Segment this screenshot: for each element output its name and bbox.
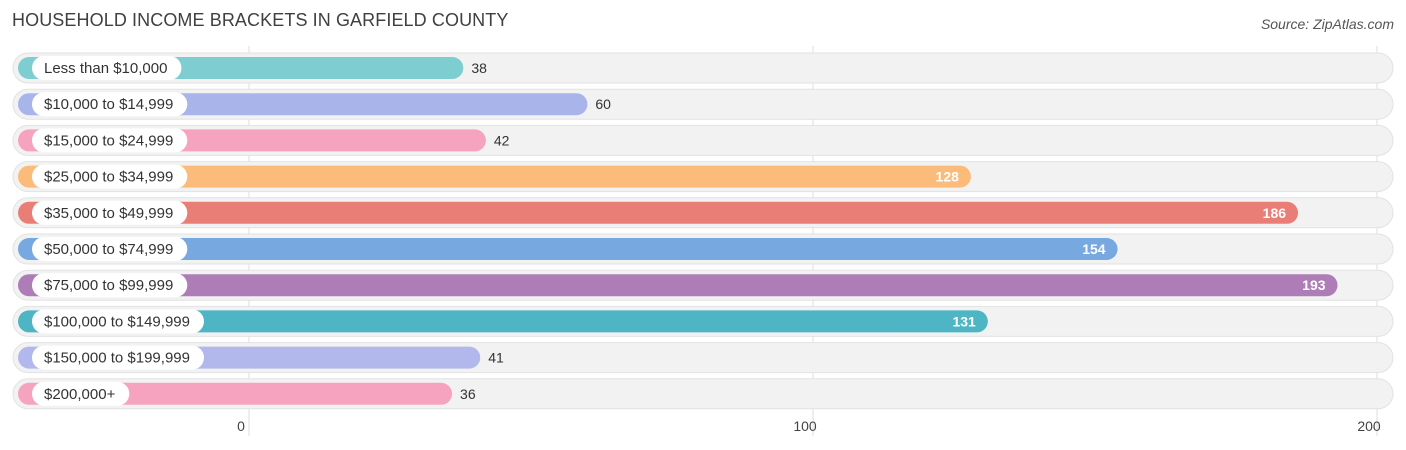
x-tick-label: 100 xyxy=(793,418,817,434)
value-label: 128 xyxy=(936,169,960,185)
value-label: 193 xyxy=(1302,277,1326,293)
bar xyxy=(18,274,1338,297)
bar-row: $100,000 to $149,999 131 xyxy=(12,305,1394,337)
value-label: 42 xyxy=(494,132,510,148)
value-label: 41 xyxy=(488,350,504,366)
value-label: 154 xyxy=(1082,241,1106,257)
bar-row: Less than $10,000 38 xyxy=(12,52,1394,84)
bar-row: $200,000+ 36 xyxy=(12,378,1394,410)
bar-row: $35,000 to $49,999 186 xyxy=(12,197,1394,229)
category-pill xyxy=(32,92,188,117)
chart-title: HOUSEHOLD INCOME BRACKETS IN GARFIELD CO… xyxy=(12,10,509,30)
category-label: Less than $10,000 xyxy=(44,60,167,77)
category-pill xyxy=(32,128,188,153)
x-axis-ticks: 0 100 200 xyxy=(237,418,1381,434)
category-label: $100,000 to $149,999 xyxy=(44,313,190,330)
category-pill xyxy=(32,381,130,406)
value-label: 38 xyxy=(471,60,487,76)
value-label: 131 xyxy=(952,313,976,329)
category-pill xyxy=(32,273,188,298)
category-label: $25,000 to $34,999 xyxy=(44,169,173,186)
bar xyxy=(18,310,988,333)
category-label: $200,000+ xyxy=(44,386,116,403)
category-label: $150,000 to $199,999 xyxy=(44,350,190,367)
bar xyxy=(18,238,1118,260)
bar-row: $15,000 to $24,999 42 xyxy=(12,124,1394,156)
bar-row: $150,000 to $199,999 41 xyxy=(12,342,1394,374)
category-pill xyxy=(32,309,204,334)
bar xyxy=(18,201,1299,224)
bar-row: $25,000 to $34,999 128 xyxy=(12,161,1394,193)
category-pill xyxy=(32,164,188,189)
category-label: $15,000 to $24,999 xyxy=(44,132,173,149)
category-pill xyxy=(32,237,188,261)
category-label: $10,000 to $14,999 xyxy=(44,96,173,113)
category-label: $75,000 to $99,999 xyxy=(44,277,173,294)
bar xyxy=(18,165,971,188)
x-tick-label: 0 xyxy=(237,418,245,434)
category-pill xyxy=(32,200,188,225)
bar-row: $75,000 to $99,999 193 xyxy=(12,269,1394,301)
bar-row: $50,000 to $74,999 154 xyxy=(12,233,1394,265)
x-tick-label: 200 xyxy=(1357,418,1381,434)
category-pill xyxy=(32,56,182,80)
value-label: 60 xyxy=(595,96,611,112)
category-label: $50,000 to $74,999 xyxy=(44,241,173,258)
value-label: 36 xyxy=(460,386,476,402)
category-label: $35,000 to $49,999 xyxy=(44,205,173,222)
value-label: 186 xyxy=(1263,205,1287,221)
bars-layer: Less than $10,000 38$10,000 to $14,999 60$… xyxy=(12,52,1394,410)
bar-row: $10,000 to $14,999 60 xyxy=(12,88,1394,120)
chart-source: Source: ZipAtlas.com xyxy=(1260,16,1394,32)
category-pill xyxy=(32,345,204,370)
